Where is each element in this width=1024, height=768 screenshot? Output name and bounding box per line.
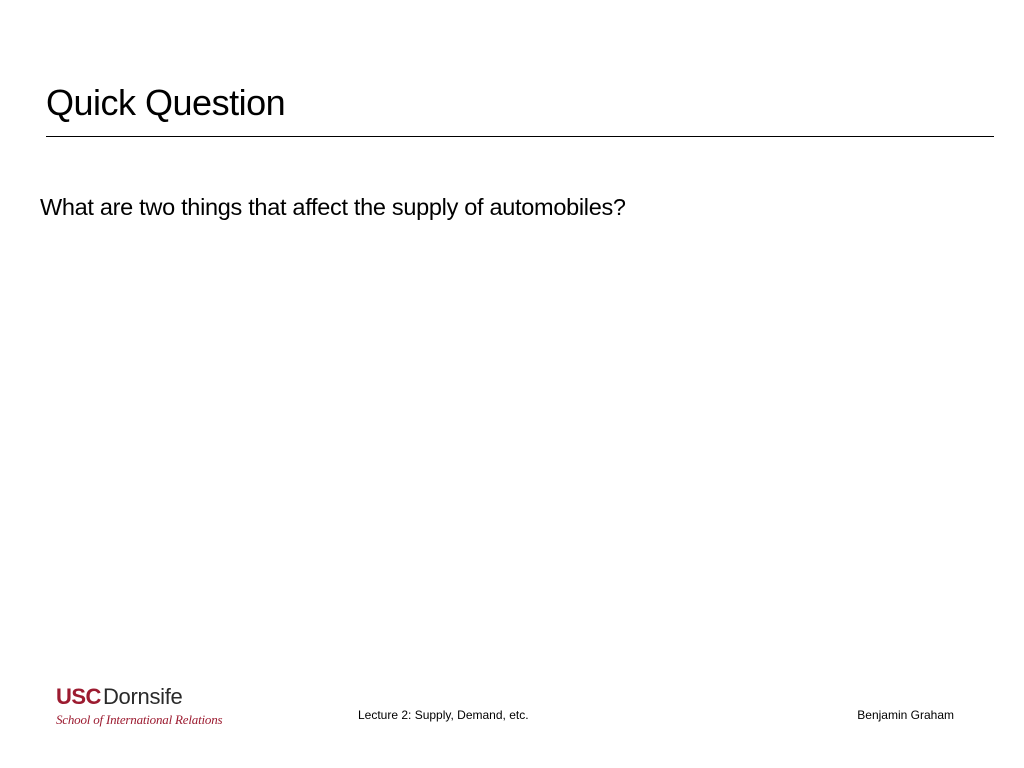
logo-prefix: USC	[56, 684, 101, 710]
title-underline	[46, 136, 994, 137]
slide-body-text: What are two things that affect the supp…	[40, 194, 626, 221]
logo-main-row: USC Dornsife	[56, 684, 222, 710]
footer-author-label: Benjamin Graham	[857, 708, 954, 722]
slide-footer: USC Dornsife School of International Rel…	[0, 676, 1024, 736]
logo-subtitle: School of International Relations	[56, 712, 222, 728]
logo-name: Dornsife	[103, 684, 183, 710]
slide-title: Quick Question	[46, 82, 285, 124]
footer-lecture-label: Lecture 2: Supply, Demand, etc.	[358, 708, 529, 722]
slide-container: Quick Question What are two things that …	[0, 0, 1024, 768]
logo-block: USC Dornsife School of International Rel…	[56, 684, 222, 728]
